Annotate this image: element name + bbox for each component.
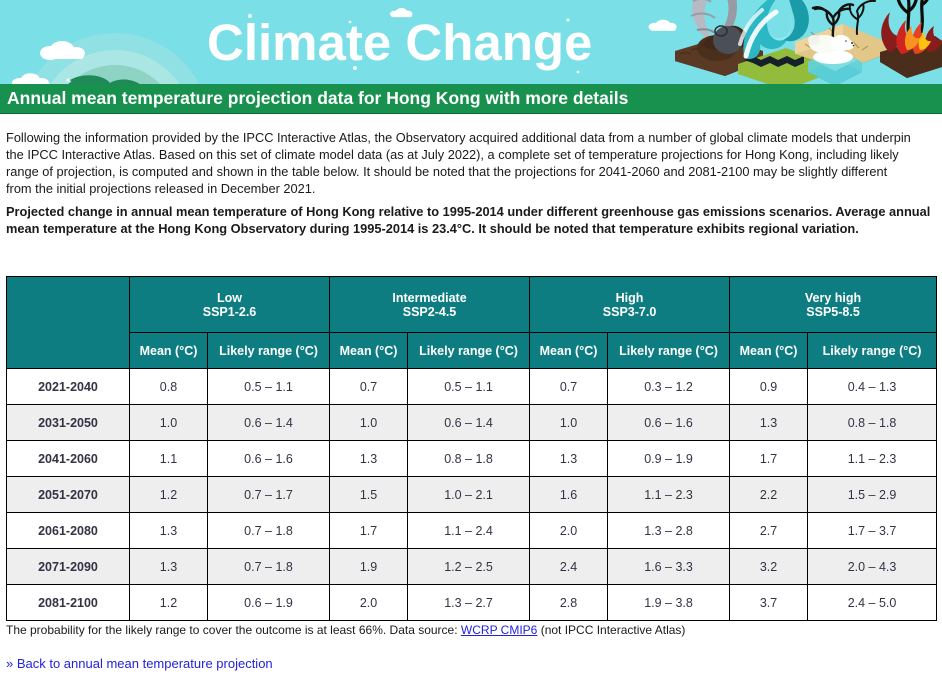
svg-text:Climate Change: Climate Change (207, 14, 592, 71)
